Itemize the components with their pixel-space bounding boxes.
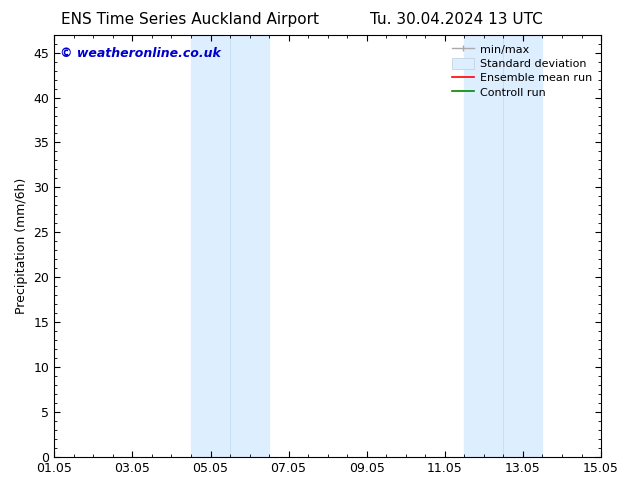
- Text: © weatheronline.co.uk: © weatheronline.co.uk: [60, 47, 221, 60]
- Text: Tu. 30.04.2024 13 UTC: Tu. 30.04.2024 13 UTC: [370, 12, 543, 27]
- Legend: min/max, Standard deviation, Ensemble mean run, Controll run: min/max, Standard deviation, Ensemble me…: [449, 40, 595, 101]
- Bar: [230, 35, 269, 457]
- Bar: [503, 35, 543, 457]
- Y-axis label: Precipitation (mm/6h): Precipitation (mm/6h): [15, 178, 28, 314]
- Text: ENS Time Series Auckland Airport: ENS Time Series Auckland Airport: [61, 12, 319, 27]
- Bar: [464, 35, 503, 457]
- Bar: [191, 35, 230, 457]
